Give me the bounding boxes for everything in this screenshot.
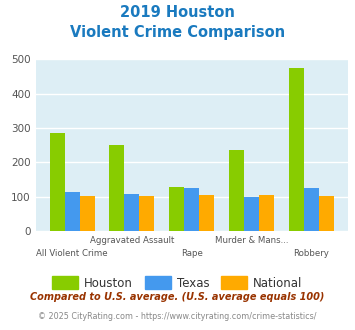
Bar <box>319 196 334 231</box>
Bar <box>259 195 274 231</box>
Text: Rape: Rape <box>181 249 203 258</box>
Text: Robbery: Robbery <box>293 249 329 258</box>
Bar <box>229 150 244 231</box>
Text: All Violent Crime: All Violent Crime <box>36 249 108 258</box>
Bar <box>244 197 259 231</box>
Bar <box>140 196 154 231</box>
Bar <box>199 195 214 231</box>
Bar <box>125 194 140 231</box>
Bar <box>289 68 304 231</box>
Bar <box>50 133 65 231</box>
Bar <box>109 145 125 231</box>
Bar <box>80 196 94 231</box>
Text: Violent Crime Comparison: Violent Crime Comparison <box>70 25 285 40</box>
Bar <box>169 187 184 231</box>
Legend: Houston, Texas, National: Houston, Texas, National <box>48 272 307 294</box>
Bar <box>304 188 319 231</box>
Bar <box>184 188 199 231</box>
Text: Murder & Mans...: Murder & Mans... <box>215 236 288 245</box>
Bar <box>65 192 80 231</box>
Text: Aggravated Assault: Aggravated Assault <box>90 236 174 245</box>
Text: Compared to U.S. average. (U.S. average equals 100): Compared to U.S. average. (U.S. average … <box>30 292 325 302</box>
Text: 2019 Houston: 2019 Houston <box>120 5 235 20</box>
Text: © 2025 CityRating.com - https://www.cityrating.com/crime-statistics/: © 2025 CityRating.com - https://www.city… <box>38 312 317 321</box>
